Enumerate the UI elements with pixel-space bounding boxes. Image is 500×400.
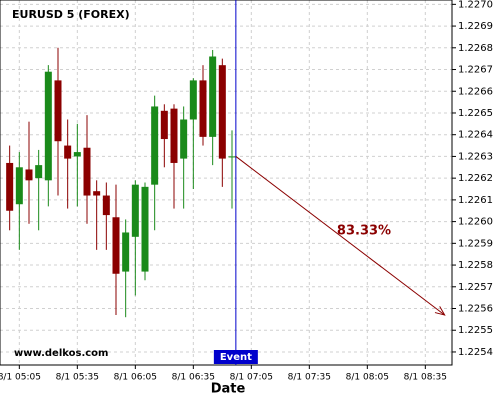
candle-body — [83, 147, 91, 196]
forecast-label: 83.33% — [337, 224, 391, 239]
y-tick-label: 1.2263 — [458, 151, 493, 162]
x-tick-label: 8/1 06:35 — [172, 373, 215, 383]
candle-body — [15, 167, 23, 205]
x-tick-label: 8/1 07:05 — [230, 373, 273, 383]
plot-frame — [0, 0, 453, 366]
candle-body — [102, 195, 110, 216]
candle-body — [93, 191, 101, 196]
y-tick-label: 1.2267 — [458, 65, 493, 76]
candle-body — [6, 162, 14, 211]
candle-body — [170, 108, 178, 163]
candle-body — [73, 152, 81, 157]
x-tick-label: 8/1 06:05 — [114, 373, 157, 383]
watermark: www.delkos.com — [14, 348, 108, 359]
event-label-bg — [213, 350, 258, 364]
y-tick-label: 1.2270 — [458, 0, 493, 10]
x-axis-label: Date — [211, 382, 246, 397]
y-tick-label: 1.2269 — [458, 21, 493, 32]
y-tick-label: 1.2254 — [458, 347, 493, 358]
candle-body — [160, 110, 168, 140]
y-tick-label: 1.2261 — [458, 195, 493, 206]
candle-body — [218, 65, 226, 159]
candle-body — [151, 106, 159, 185]
forecast-line — [235, 156, 445, 316]
y-tick-label: 1.2256 — [458, 304, 493, 315]
y-tick-label: 1.2264 — [458, 130, 493, 141]
candle-body — [54, 80, 62, 142]
candle-body — [122, 232, 130, 272]
candle-body — [209, 56, 217, 137]
candle-body — [112, 217, 120, 274]
forecast-arrowhead — [434, 306, 446, 316]
event-label: Event — [220, 352, 252, 363]
candle-body — [180, 119, 188, 159]
x-tick-label: 8/1 08:05 — [346, 373, 389, 383]
y-tick-label: 1.2262 — [458, 173, 493, 184]
y-tick-label: 1.2257 — [458, 282, 493, 293]
x-tick-label: 8/1 07:35 — [288, 373, 331, 383]
y-tick-label: 1.2268 — [458, 43, 493, 54]
y-tick-label: 1.2255 — [458, 325, 493, 336]
candle-body — [35, 165, 43, 179]
y-tick-label: 1.2266 — [458, 86, 493, 97]
candle-body — [189, 80, 197, 120]
x-tick-label: 8/1 08:35 — [404, 373, 447, 383]
candle-body — [44, 71, 52, 181]
candle-body — [199, 80, 207, 137]
x-tick-label: 8/1 05:05 — [0, 373, 41, 383]
x-tick-label: 8/1 05:35 — [56, 373, 99, 383]
y-tick-label: 1.2265 — [458, 108, 493, 119]
chart-title: EURUSD 5 (FOREX) — [12, 8, 130, 21]
candle-body — [25, 169, 33, 181]
candle-body — [228, 156, 236, 158]
y-tick-label: 1.2258 — [458, 260, 493, 271]
candle-body — [141, 186, 149, 272]
y-tick-label: 1.2259 — [458, 238, 493, 249]
y-tick-label: 1.2260 — [458, 217, 493, 228]
candle-body — [64, 145, 72, 159]
candle-body — [131, 184, 139, 237]
